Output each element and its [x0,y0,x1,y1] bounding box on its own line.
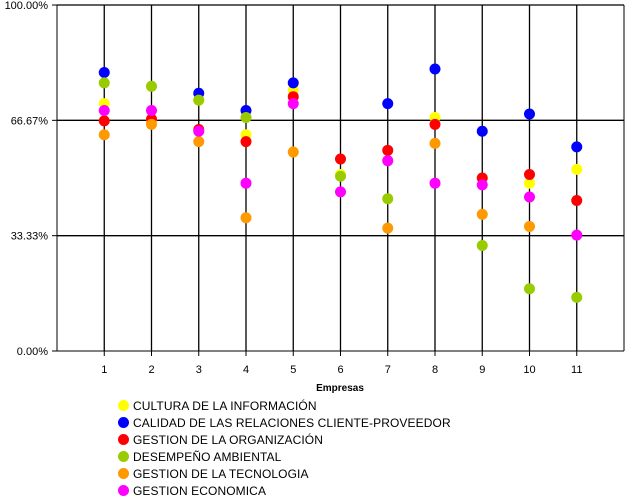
data-point [571,194,583,206]
data-point [524,177,535,189]
legend: CULTURA DE LA INFORMACIÓN CALIDAD DE LAS … [118,397,451,499]
legend-label: GESTION ECONOMICA [133,483,267,498]
data-point [524,169,535,181]
legend-marker [118,468,129,479]
data-point [476,179,488,191]
data-point [98,66,110,78]
data-point [571,141,583,153]
data-point [335,186,346,198]
x-tick-label: 4 [243,364,249,376]
x-tick-label: 6 [337,364,343,376]
data-point [335,170,346,182]
data-point [98,77,110,89]
data-point [429,137,441,149]
data-point [287,146,299,158]
legend-item: CALIDAD DE LAS RELACIONES CLIENTE-PROVEE… [118,414,451,431]
data-point [382,144,394,156]
x-tick-label: 9 [479,364,485,376]
legend-item: GESTION DE LA ORGANIZACIÓN [118,431,451,448]
x-tick-label: 5 [290,364,296,376]
legend-item: CULTURA DE LA INFORMACIÓN [118,397,451,414]
data-point [382,193,394,205]
legend-marker [118,451,129,462]
legend-label: DESEMPEÑO AMBIENTAL [133,449,282,464]
data-point [287,77,299,89]
data-point [524,283,535,295]
series-6 [98,98,583,241]
x-axis-ticks: 1 2 3 4 5 6 7 8 9 10 11 [101,351,582,376]
data-point [476,239,488,251]
data-point [98,115,110,127]
data-point [571,163,583,175]
data-point [98,105,110,117]
data-point [429,63,441,75]
data-point [240,177,252,189]
data-point [476,125,488,137]
data-point [287,98,299,110]
legend-marker [118,400,129,411]
x-tick-label: 2 [148,364,154,376]
data-point [193,94,205,106]
legend-item: GESTION DE LA TECNOLOGIA [118,465,451,482]
data-point [524,191,535,203]
data-point [476,208,488,220]
data-point [429,177,441,189]
data-point [146,80,157,92]
scatter-chart: 0.00% 33.33% 66.67% 100.00% 1 2 3 4 5 6 7 8 9 10 11 E… [5,0,625,394]
x-tick-label: 7 [385,364,391,376]
data-point [240,136,252,148]
data-point [146,105,157,117]
legend-label: CALIDAD DE LAS RELACIONES CLIENTE-PROVEE… [133,415,451,430]
data-point [382,155,394,167]
data-point [524,108,535,120]
data-point [240,212,252,224]
y-tick-label: 100.00% [5,0,49,12]
data-point [524,220,535,232]
legend-label: GESTION DE LA TECNOLOGIA [133,466,309,481]
data-points [98,63,583,303]
y-tick-label: 0.00% [17,346,48,358]
data-point [146,118,157,130]
data-point [382,98,394,110]
x-axis-title: Empresas [316,383,364,394]
data-point [193,125,205,137]
y-tick-label: 66.67% [11,115,49,127]
y-tick-label: 33.33% [11,231,49,243]
data-point [335,153,346,165]
x-tick-label: 1 [101,364,107,376]
x-tick-label: 10 [523,364,535,376]
x-tick-label: 11 [571,364,582,376]
legend-marker [118,485,129,496]
legend-item: DESEMPEÑO AMBIENTAL [118,448,451,465]
data-point [429,118,441,130]
data-point [571,291,583,303]
legend-label: CULTURA DE LA INFORMACIÓN [133,398,317,413]
data-point [240,111,252,123]
data-point [193,136,205,148]
data-point [571,229,583,241]
legend-marker [118,417,129,428]
data-point [382,222,394,234]
series-4 [98,77,583,303]
legend-item: GESTION ECONOMICA [118,482,451,499]
legend-marker [118,434,129,445]
x-tick-label: 3 [196,364,202,376]
x-tick-label: 8 [432,364,438,376]
legend-label: GESTION DE LA ORGANIZACIÓN [133,432,323,447]
data-point [98,129,110,141]
series-5 [98,118,535,234]
y-axis-ticks: 0.00% 33.33% 66.67% 100.00% [5,0,57,358]
